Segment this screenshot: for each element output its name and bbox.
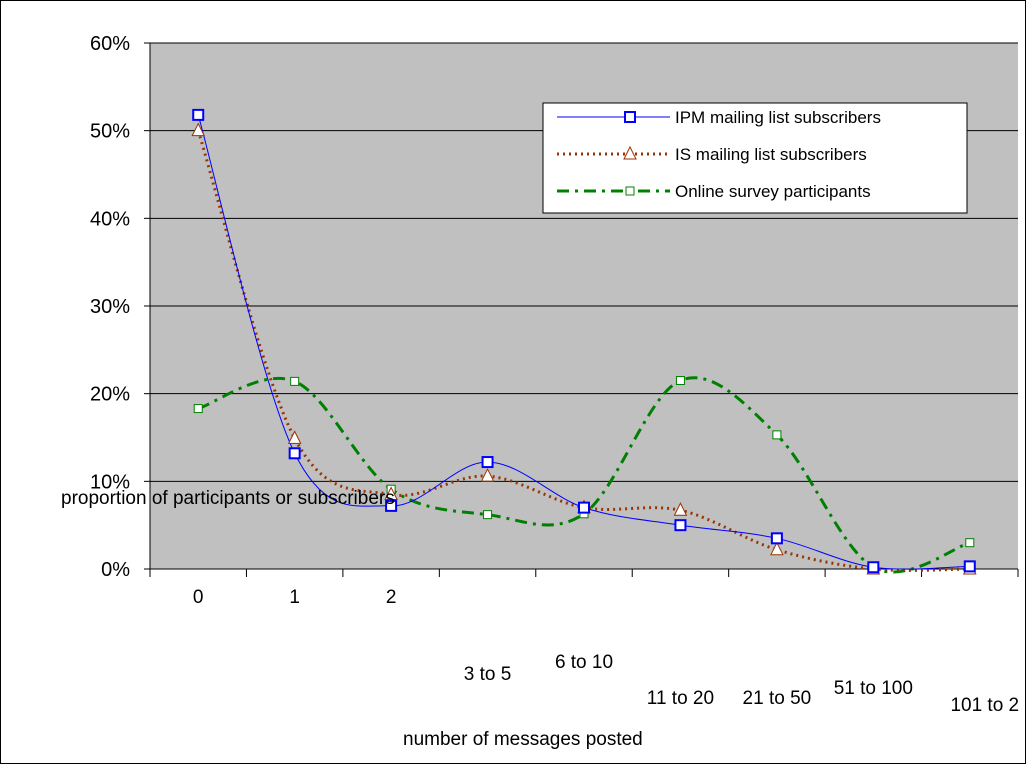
x-category-label: 101 to 2	[950, 695, 1019, 716]
y-tick-label: 60%	[90, 33, 130, 55]
legend: IPM mailing list subscribers IS mailing l…	[542, 102, 968, 214]
series-1-point	[770, 532, 783, 545]
series-3-point	[965, 538, 975, 548]
x-category-label: 1	[289, 587, 300, 608]
y-tick-label: 10%	[90, 471, 130, 493]
legend-box	[542, 102, 968, 214]
y-tick-label: 30%	[90, 296, 130, 318]
series-2-point	[287, 430, 302, 444]
series-line-3	[197, 376, 971, 574]
legend-label: IS mailing list subscribers	[675, 145, 867, 164]
series-lines	[196, 114, 971, 574]
series-2-point	[480, 467, 495, 482]
series-1-point	[963, 560, 976, 573]
y-tick-label: 40%	[90, 208, 130, 230]
series-1-point	[385, 499, 398, 512]
legend-label: IPM mailing list subscribers	[675, 108, 881, 127]
x-category-label: 21 to 50	[743, 688, 812, 709]
legend-label: Online survey participants	[675, 182, 871, 201]
y-tick-labels: 0% 10% 20% 30% 40% 50% 60%	[90, 33, 130, 581]
series-3-point	[483, 510, 493, 520]
series-3-point	[290, 376, 300, 386]
series-3-point	[193, 404, 203, 414]
y-axis-title: proportion of participants or subscriber…	[61, 488, 395, 509]
series-line-1	[197, 114, 970, 570]
x-axis-title: number of messages posted	[403, 729, 643, 750]
y-tick-label: 20%	[90, 384, 130, 406]
series-markers	[191, 108, 977, 575]
x-category-label: 3 to 5	[464, 664, 512, 685]
series-1-point	[481, 456, 494, 469]
series-1-point	[867, 561, 880, 574]
series-line-2	[196, 130, 970, 572]
legend-items: IPM mailing list subscribers IS mailing l…	[557, 108, 881, 201]
series-3-point	[675, 376, 685, 386]
x-category-label: 51 to 100	[834, 678, 913, 699]
series-1-point	[288, 447, 301, 460]
x-category-label: 6 to 10	[555, 652, 613, 673]
series-2-point	[384, 486, 398, 500]
series-1-point	[192, 108, 205, 121]
x-category-labels: 0 1 2 3 to 5 6 to 10 11 to 20 21 to 50 51 to 10…	[193, 587, 1019, 716]
series-1-point	[674, 519, 687, 532]
legend-swatch-marker	[624, 111, 636, 123]
y-tick-label: 0%	[101, 559, 130, 581]
x-category-label: 11 to 20	[647, 688, 714, 709]
x-category-label: 0	[193, 587, 204, 608]
legend-swatch-marker	[625, 186, 635, 196]
series-2-point	[191, 122, 206, 137]
series-1-point	[578, 501, 590, 514]
y-tick-label: 50%	[90, 121, 130, 143]
series-3-point	[772, 430, 782, 440]
legend-swatch-marker	[623, 145, 637, 160]
x-category-label: 2	[386, 587, 397, 608]
series-2-point	[770, 541, 784, 556]
series-2-point	[673, 502, 688, 516]
